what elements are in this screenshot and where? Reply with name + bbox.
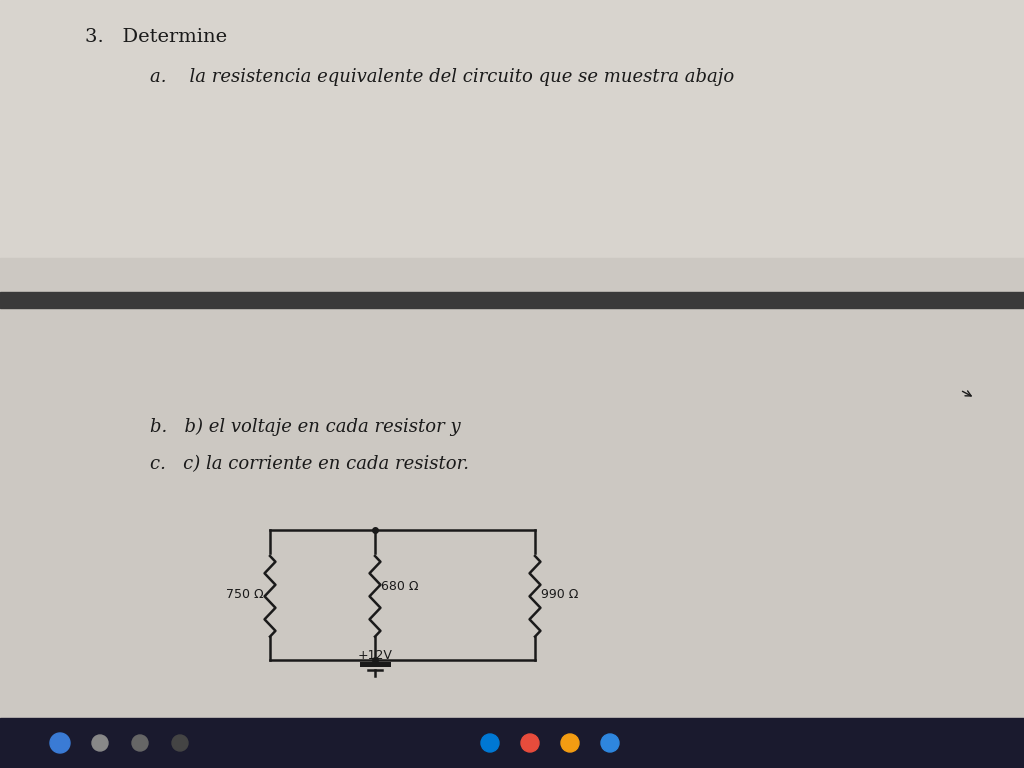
- Text: b.   b) el voltaje en cada resistor y: b. b) el voltaje en cada resistor y: [150, 418, 461, 436]
- Circle shape: [561, 734, 579, 752]
- Bar: [0, 718, 1024, 768]
- Circle shape: [92, 735, 108, 751]
- Text: a.    la resistencia equivalente del circuito que se muestra abajo: a. la resistencia equivalente del circui…: [150, 68, 734, 86]
- Circle shape: [50, 733, 70, 753]
- Circle shape: [132, 735, 148, 751]
- Circle shape: [481, 734, 499, 752]
- Bar: [0, 292, 1024, 308]
- Text: 680 Ω: 680 Ω: [381, 581, 419, 594]
- Text: 750 Ω: 750 Ω: [226, 588, 264, 601]
- Bar: [0, 0, 1024, 292]
- Circle shape: [521, 734, 539, 752]
- Text: c.   c) la corriente en cada resistor.: c. c) la corriente en cada resistor.: [150, 455, 469, 473]
- Circle shape: [172, 735, 188, 751]
- Text: +12V: +12V: [357, 649, 392, 662]
- Bar: [0, 258, 1024, 718]
- Text: 990 Ω: 990 Ω: [541, 588, 579, 601]
- Text: 3.   Determine: 3. Determine: [85, 28, 227, 46]
- Circle shape: [601, 734, 618, 752]
